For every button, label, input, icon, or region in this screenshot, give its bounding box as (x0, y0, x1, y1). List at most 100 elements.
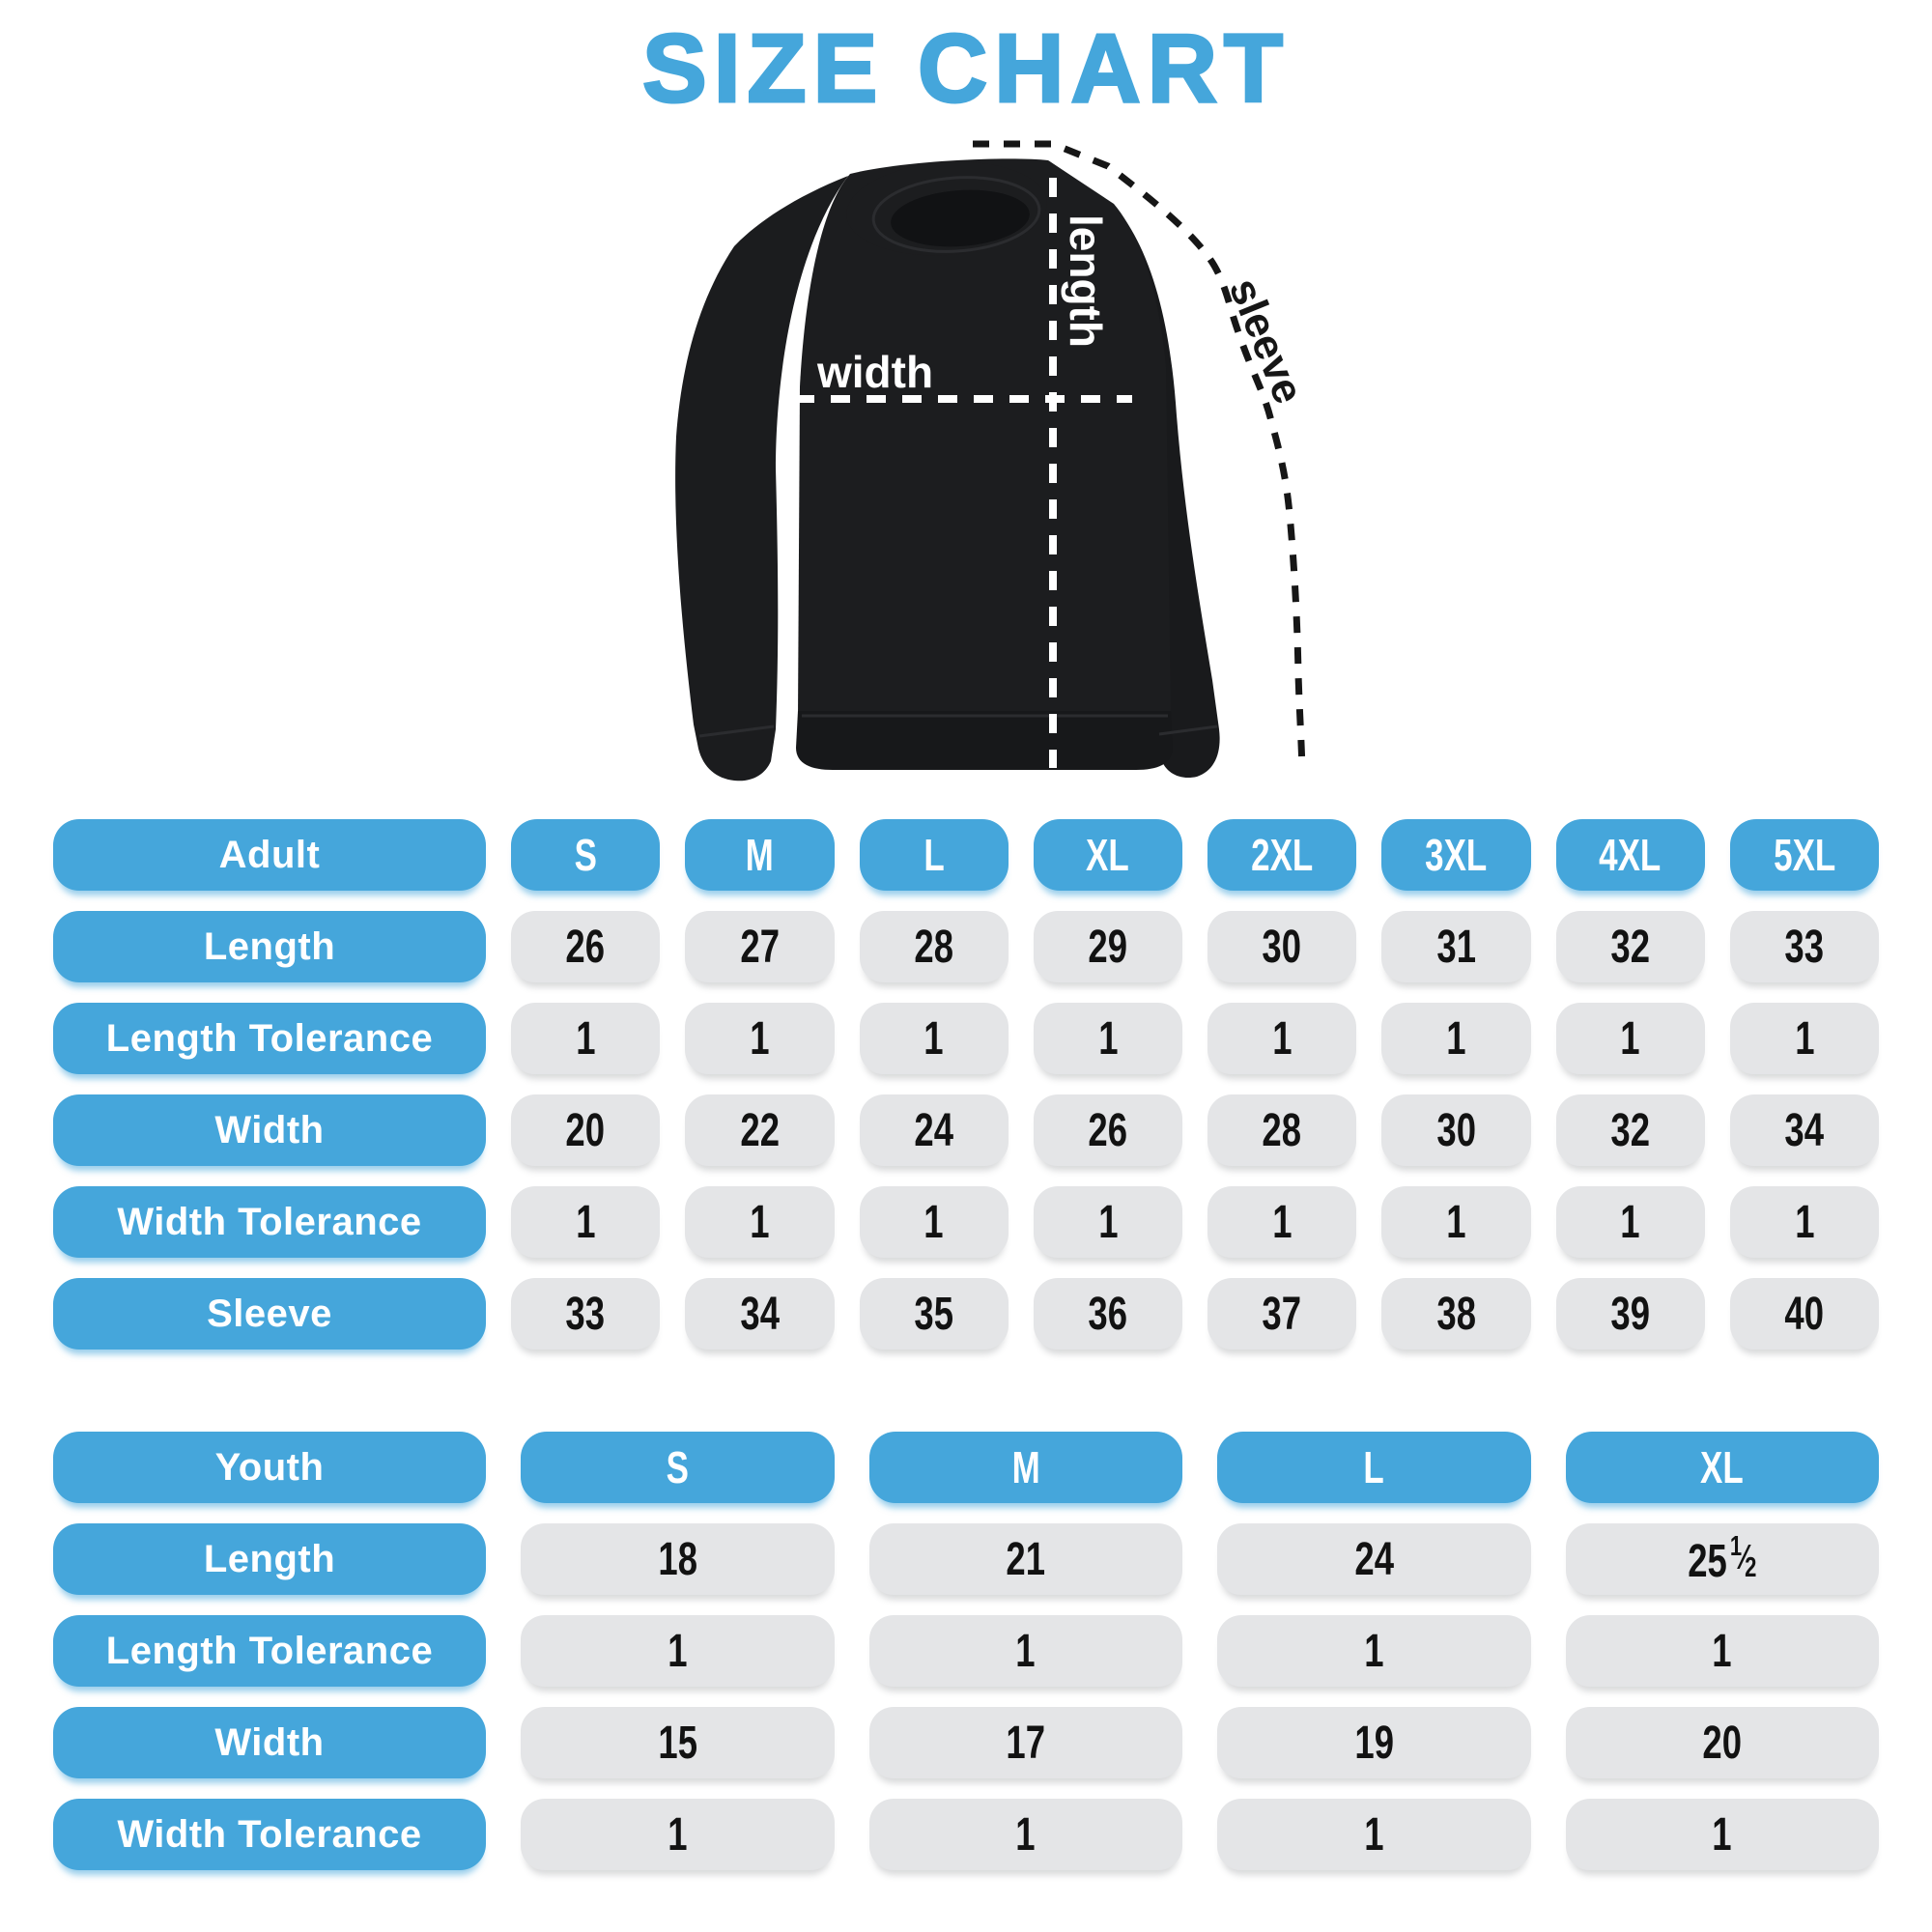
adult-value-cell-r4c3: 36 (1033, 1278, 1182, 1350)
youth-value-cell-r0c3-text: 25 1⁄2 (1688, 1530, 1757, 1587)
youth-column-header-m: M (868, 1432, 1182, 1503)
adult-value-cell-r2c4-text: 28 (1262, 1104, 1302, 1156)
adult-column-header-s-text: S (574, 830, 597, 880)
youth-value-cell-r0c0: 18 (521, 1523, 835, 1595)
adult-value-cell-r1c4-text: 1 (1271, 1012, 1293, 1065)
youth-value-cell-r1c0-text: 1 (668, 1625, 688, 1677)
adult-value-cell-r1c2: 1 (859, 1003, 1009, 1074)
adult-value-cell-r1c5-text: 1 (1446, 1012, 1466, 1065)
adult-value-cell-r0c5: 31 (1381, 911, 1531, 982)
adult-value-cell-r4c7-text: 40 (1784, 1288, 1825, 1340)
adult-value-cell-r0c2-text: 28 (914, 921, 953, 973)
adult-value-cell-r0c3: 29 (1033, 911, 1182, 982)
adult-column-header-xl-text: XL (1086, 830, 1130, 880)
adult-row-label-4-text: Sleeve (207, 1292, 332, 1335)
youth-row-label-1-text: Length Tolerance (105, 1629, 434, 1672)
adult-value-cell-r0c5-text: 31 (1436, 921, 1476, 973)
youth-column-header-l: L (1217, 1432, 1531, 1503)
sweatshirt-diagram: length width sleeve (675, 140, 1313, 781)
youth-column-header-m-text: M (1011, 1442, 1040, 1492)
adult-value-cell-r4c2-text: 35 (914, 1288, 953, 1340)
adult-column-header-5xl-text: 5XL (1773, 830, 1835, 880)
adult-value-cell-r2c1: 22 (685, 1094, 835, 1166)
youth-value-cell-r1c1: 1 (868, 1615, 1182, 1687)
youth-value-cell-r1c2-text: 1 (1364, 1625, 1384, 1677)
youth-value-cell-r2c2: 19 (1217, 1707, 1531, 1778)
youth-value-cell-r3c3-text: 1 (1712, 1808, 1732, 1861)
adult-value-cell-r0c6-text: 32 (1610, 921, 1650, 973)
adult-value-cell-r3c6: 1 (1555, 1186, 1705, 1258)
adult-value-cell-r2c3: 26 (1033, 1094, 1182, 1166)
adult-column-header-4xl: 4XL (1555, 819, 1705, 891)
adult-value-cell-r4c5: 38 (1381, 1278, 1531, 1350)
youth-value-cell-r1c2: 1 (1217, 1615, 1531, 1687)
youth-row-label-2-text: Width (214, 1720, 325, 1764)
sweatshirt-right-sleeve (1048, 160, 1220, 779)
adult-value-cell-r2c7-text: 34 (1784, 1104, 1825, 1156)
youth-value-cell-r0c3: 25 1⁄2 (1565, 1523, 1879, 1595)
adult-value-cell-r3c6-text: 1 (1620, 1196, 1640, 1248)
adult-value-cell-r1c7: 1 (1729, 1003, 1879, 1074)
collar-opening (891, 189, 1030, 247)
adult-row-label-1-text: Length Tolerance (105, 1016, 434, 1060)
adult-column-header-3xl-text: 3XL (1425, 830, 1488, 880)
adult-value-cell-r1c0-text: 1 (575, 1012, 596, 1065)
adult-row-label-1: Length Tolerance (53, 1003, 486, 1074)
adult-value-cell-r2c0: 20 (511, 1094, 661, 1166)
adult-value-cell-r2c0-text: 20 (565, 1104, 606, 1156)
youth-row-label-3-text: Width Tolerance (117, 1812, 422, 1856)
adult-value-cell-r0c0: 26 (511, 911, 661, 982)
adult-value-cell-r2c5-text: 30 (1436, 1104, 1476, 1156)
youth-value-cell-r2c1: 17 (868, 1707, 1182, 1778)
adult-value-cell-r3c2: 1 (859, 1186, 1009, 1258)
youth-column-header-l-text: L (1363, 1442, 1384, 1492)
adult-value-cell-r0c4-text: 30 (1262, 921, 1302, 973)
youth-value-cell-r2c0: 15 (521, 1707, 835, 1778)
youth-column-header-s-text: S (666, 1442, 689, 1492)
adult-value-cell-r0c3-text: 29 (1088, 921, 1128, 973)
adult-value-cell-r3c0: 1 (511, 1186, 661, 1258)
youth-value-cell-r0c2-text: 24 (1353, 1533, 1394, 1585)
adult-value-cell-r4c1: 34 (685, 1278, 835, 1350)
youth-row-label-0-text: Length (203, 1537, 336, 1580)
youth-value-cell-r3c0-text: 1 (668, 1808, 688, 1861)
right-cuff-seam (1158, 724, 1218, 736)
adult-row-label-3: Width Tolerance (53, 1186, 486, 1258)
adult-value-cell-r2c2: 24 (859, 1094, 1009, 1166)
adult-value-cell-r4c2: 35 (859, 1278, 1009, 1350)
adult-value-cell-r2c6: 32 (1555, 1094, 1705, 1166)
adult-row-label-3-text: Width Tolerance (117, 1200, 422, 1243)
adult-value-cell-r1c3-text: 1 (1097, 1012, 1119, 1065)
adult-value-cell-r0c7-text: 33 (1784, 921, 1825, 973)
youth-value-cell-r1c0: 1 (521, 1615, 835, 1687)
youth-value-cell-r3c2: 1 (1217, 1799, 1531, 1870)
adult-value-cell-r0c1-text: 27 (740, 921, 780, 973)
youth-header-label-text: Youth (214, 1445, 325, 1489)
adult-value-cell-r2c5: 30 (1381, 1094, 1531, 1166)
length-label: length (1061, 214, 1111, 348)
youth-value-cell-r3c0: 1 (521, 1799, 835, 1870)
youth-size-table: Youth S M L XL Length 18 21 24 25 1⁄2 Length Tolera… (53, 1432, 1879, 1870)
youth-value-cell-r1c1-text: 1 (1015, 1625, 1036, 1677)
adult-value-cell-r3c3: 1 (1033, 1186, 1182, 1258)
youth-column-header-xl: XL (1565, 1432, 1879, 1503)
collar-rim (871, 176, 1041, 253)
adult-size-table: Adult S M L XL 2XL 3XL 4XL 5XL Length 26 27 28 29 30 31… (53, 819, 1879, 1350)
youth-value-cell-r2c0-text: 15 (657, 1717, 697, 1769)
adult-value-cell-r4c1-text: 34 (740, 1288, 780, 1340)
youth-value-cell-r0c1-text: 21 (1006, 1533, 1046, 1585)
youth-value-cell-r3c2-text: 1 (1364, 1808, 1384, 1861)
sweatshirt-figure: length width sleeve (638, 97, 1372, 831)
adult-value-cell-r1c5: 1 (1381, 1003, 1531, 1074)
adult-header-label-text: Adult (218, 833, 321, 876)
adult-value-cell-r3c2-text: 1 (923, 1196, 944, 1248)
youth-row-label-0: Length (53, 1523, 486, 1595)
adult-value-cell-r3c1-text: 1 (750, 1196, 770, 1248)
adult-value-cell-r3c5: 1 (1381, 1186, 1531, 1258)
adult-value-cell-r3c7-text: 1 (1794, 1196, 1815, 1248)
adult-value-cell-r1c7-text: 1 (1794, 1012, 1815, 1065)
adult-column-header-4xl-text: 4XL (1599, 830, 1662, 880)
sleeve-measure-line (973, 140, 1306, 770)
adult-row-label-2-text: Width (214, 1108, 325, 1151)
